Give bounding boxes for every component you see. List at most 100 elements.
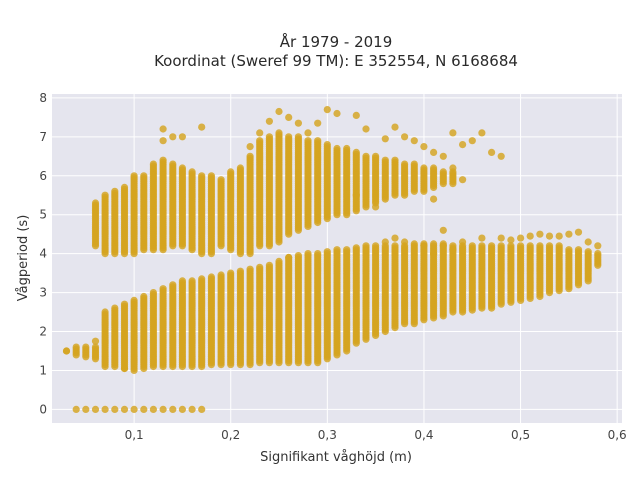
data-point [449,246,457,254]
data-point [188,277,196,285]
data-point [246,143,254,151]
y-tick-label: 7 [39,130,47,144]
data-point [91,199,100,207]
data-point [333,246,341,254]
data-point [275,107,283,116]
data-point [294,119,302,127]
data-point [101,405,109,413]
data-point [430,195,438,203]
data-point [227,269,235,277]
data-point [565,230,573,238]
data-point [488,242,496,250]
data-point [188,168,196,176]
data-point [314,137,322,145]
data-point [101,191,109,199]
y-tick-label: 4 [39,247,47,261]
data-point [565,246,573,254]
data-point [178,164,186,172]
data-point [410,160,418,168]
x-tick-label: 0,3 [318,428,337,442]
x-tick-label: 0,1 [125,428,144,442]
data-point [159,137,167,145]
data-point [545,242,554,250]
y-tick-label: 3 [39,286,47,300]
data-point [236,164,244,172]
data-point [91,337,100,345]
data-point [497,234,505,242]
data-point [130,366,138,374]
data-point [401,133,409,141]
data-point [468,137,476,145]
data-point [401,238,409,246]
data-point [574,246,583,254]
data-point [169,281,177,289]
data-point [207,172,215,180]
data-point [149,289,157,297]
data-point [304,250,312,258]
data-point [236,267,244,275]
data-point [343,246,351,254]
data-point [159,405,167,413]
data-point [130,296,138,304]
data-point [352,148,360,156]
data-point [517,242,525,250]
data-point [352,244,360,252]
data-point [362,152,370,160]
data-point [526,242,534,250]
data-point [362,242,370,250]
data-point [120,300,129,308]
chart-title: År 1979 - 2019 [280,32,393,51]
x-tick-label: 0,4 [414,428,433,442]
data-point [459,141,467,149]
data-point [323,141,331,149]
data-point [526,232,534,240]
data-point [410,137,418,145]
data-point [91,343,100,351]
data-point [333,109,341,118]
y-tick-label: 1 [39,363,47,377]
data-point [120,364,129,373]
data-point [391,242,399,250]
data-point [439,168,447,176]
data-point [497,242,505,250]
data-point [207,273,215,281]
data-point [275,257,283,265]
y-tick-label: 6 [39,169,47,183]
data-point [217,176,225,184]
data-point [285,253,293,262]
data-point [62,347,71,355]
data-point [468,242,476,250]
x-axis-title: Signifikant våghöjd (m) [260,450,412,465]
data-point [430,240,438,248]
data-point [314,250,322,258]
data-point [120,183,129,191]
data-point [101,308,109,316]
data-point [420,164,428,172]
data-point [111,405,119,413]
y-tick-label: 8 [39,91,47,105]
data-point [130,405,138,413]
data-point [314,119,322,127]
data-point [149,160,157,168]
data-point [149,405,157,413]
data-point [459,238,467,246]
data-point [256,263,264,271]
data-point [256,129,264,137]
data-point [401,160,409,168]
data-point [584,238,592,246]
data-point [381,156,389,164]
data-point [72,405,80,413]
data-point [140,292,148,301]
data-point [449,164,457,172]
data-point [111,187,119,195]
data-point [478,242,486,250]
data-point [198,405,206,413]
data-point [439,226,447,234]
data-point [198,275,206,283]
data-point [294,133,302,141]
data-point [439,152,447,160]
data-point [159,125,167,133]
data-point [449,129,457,137]
data-point [372,152,380,160]
x-axis-ticks: 0,1 0,2 0,3 0,4 0,5 0,6 [125,428,627,442]
